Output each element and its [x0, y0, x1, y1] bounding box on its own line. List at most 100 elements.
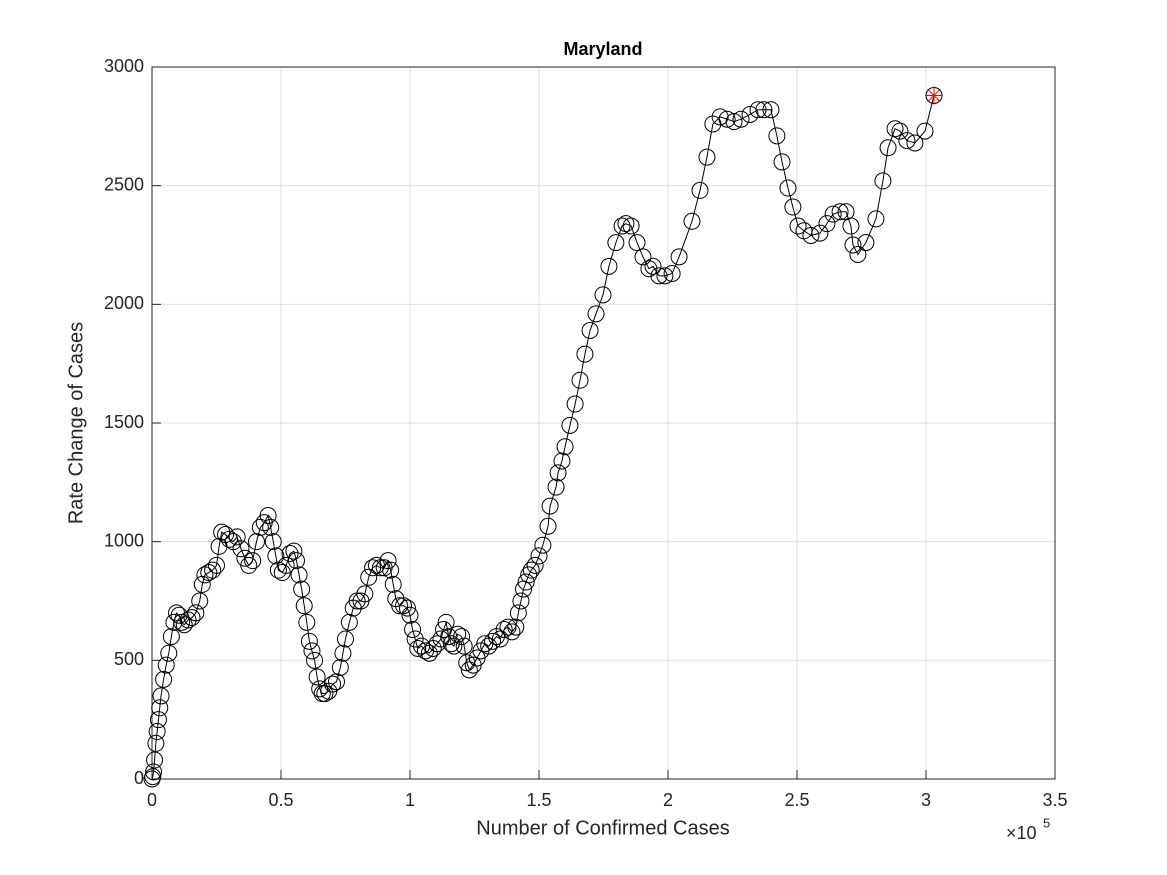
y-tick-label: 0: [134, 768, 144, 788]
data-point: [220, 530, 238, 548]
data-point: [811, 224, 829, 242]
data-point: [517, 573, 535, 591]
data-point: [749, 101, 767, 119]
data-point: [663, 264, 681, 282]
data-point: [916, 122, 934, 140]
data-point: [409, 639, 427, 657]
data-point: [607, 234, 625, 252]
axes-box: [151, 66, 1056, 780]
data-point: [395, 597, 413, 615]
data-point: [404, 620, 422, 638]
data-point: [698, 148, 716, 166]
data-point: [259, 507, 277, 525]
data-point: [437, 613, 455, 631]
data-point: [539, 517, 557, 535]
data-point: [327, 673, 345, 691]
y-axis-label: Rate Change of Cases: [65, 322, 87, 524]
data-point: [522, 561, 540, 579]
data-point: [520, 566, 538, 584]
data-point: [534, 536, 552, 554]
data-point: [360, 568, 378, 586]
data-point: [145, 763, 163, 781]
data-point: [228, 528, 246, 546]
data-point: [789, 217, 807, 235]
data-point: [455, 637, 473, 655]
data-point: [670, 248, 688, 266]
data-point: [600, 257, 618, 275]
data-point: [857, 234, 875, 252]
x-tick-label: 0: [147, 790, 157, 810]
data-point: [898, 132, 916, 150]
x-multiplier-base: ×10: [1006, 823, 1037, 843]
data-point: [818, 215, 836, 233]
data-point: [379, 552, 397, 570]
data-point: [340, 613, 358, 631]
data-point: [208, 556, 225, 574]
data-point: [155, 670, 173, 688]
data-point: [311, 680, 329, 698]
data-point: [691, 181, 709, 199]
data-point: [634, 248, 652, 266]
data-point: [576, 345, 594, 363]
data-point: [594, 286, 612, 304]
data-point: [718, 110, 736, 128]
data-point: [499, 618, 517, 636]
data-point: [401, 606, 419, 624]
x-tick-label: 2: [663, 790, 673, 810]
chart-title: Maryland: [563, 39, 642, 59]
highlight-point: [924, 86, 943, 105]
y-tick-label: 3000: [104, 56, 144, 76]
data-point: [295, 597, 313, 615]
data-point: [844, 236, 862, 254]
data-point: [300, 632, 318, 650]
data-point: [644, 257, 662, 275]
data-point: [824, 205, 842, 223]
data-point: [147, 734, 165, 752]
data-point: [773, 153, 791, 171]
data-point: [613, 217, 631, 235]
data-point: [277, 556, 295, 574]
data-point: [530, 547, 548, 565]
data-point: [509, 604, 527, 622]
data-point: [725, 113, 743, 131]
data-point: [622, 217, 640, 235]
data-point: [802, 227, 820, 245]
data-point: [173, 613, 191, 631]
data-point: [285, 542, 303, 560]
data-point: [732, 110, 750, 128]
data-point: [553, 452, 571, 470]
data-point: [384, 575, 402, 593]
data-point: [298, 613, 316, 631]
data-point: [874, 172, 892, 190]
series-line: [151, 95, 935, 780]
data-point: [382, 561, 400, 579]
data-point: [334, 644, 352, 662]
data-point: [512, 592, 530, 610]
data-point: [306, 651, 324, 669]
data-point: [867, 210, 885, 228]
data-point: [148, 723, 166, 741]
x-tick-label: 3.5: [1042, 790, 1067, 810]
data-point: [842, 217, 860, 235]
data-point: [406, 630, 424, 648]
data-point: [244, 552, 262, 570]
data-point: [146, 751, 164, 769]
x-multiplier-exponent: 5: [1043, 815, 1050, 830]
data-point: [337, 630, 354, 648]
data-point: [507, 618, 525, 636]
data-point: [391, 597, 409, 615]
data-point: [356, 585, 374, 603]
data-point: [232, 540, 250, 558]
x-axis-label: Number of Confirmed Cases: [476, 817, 729, 839]
data-point: [503, 623, 521, 641]
data-point: [162, 628, 180, 646]
data-point: [849, 245, 867, 263]
data-point: [549, 464, 567, 482]
data-point: [247, 533, 265, 551]
data-point: [183, 609, 201, 627]
data-point: [442, 635, 460, 653]
data-point: [628, 234, 646, 252]
